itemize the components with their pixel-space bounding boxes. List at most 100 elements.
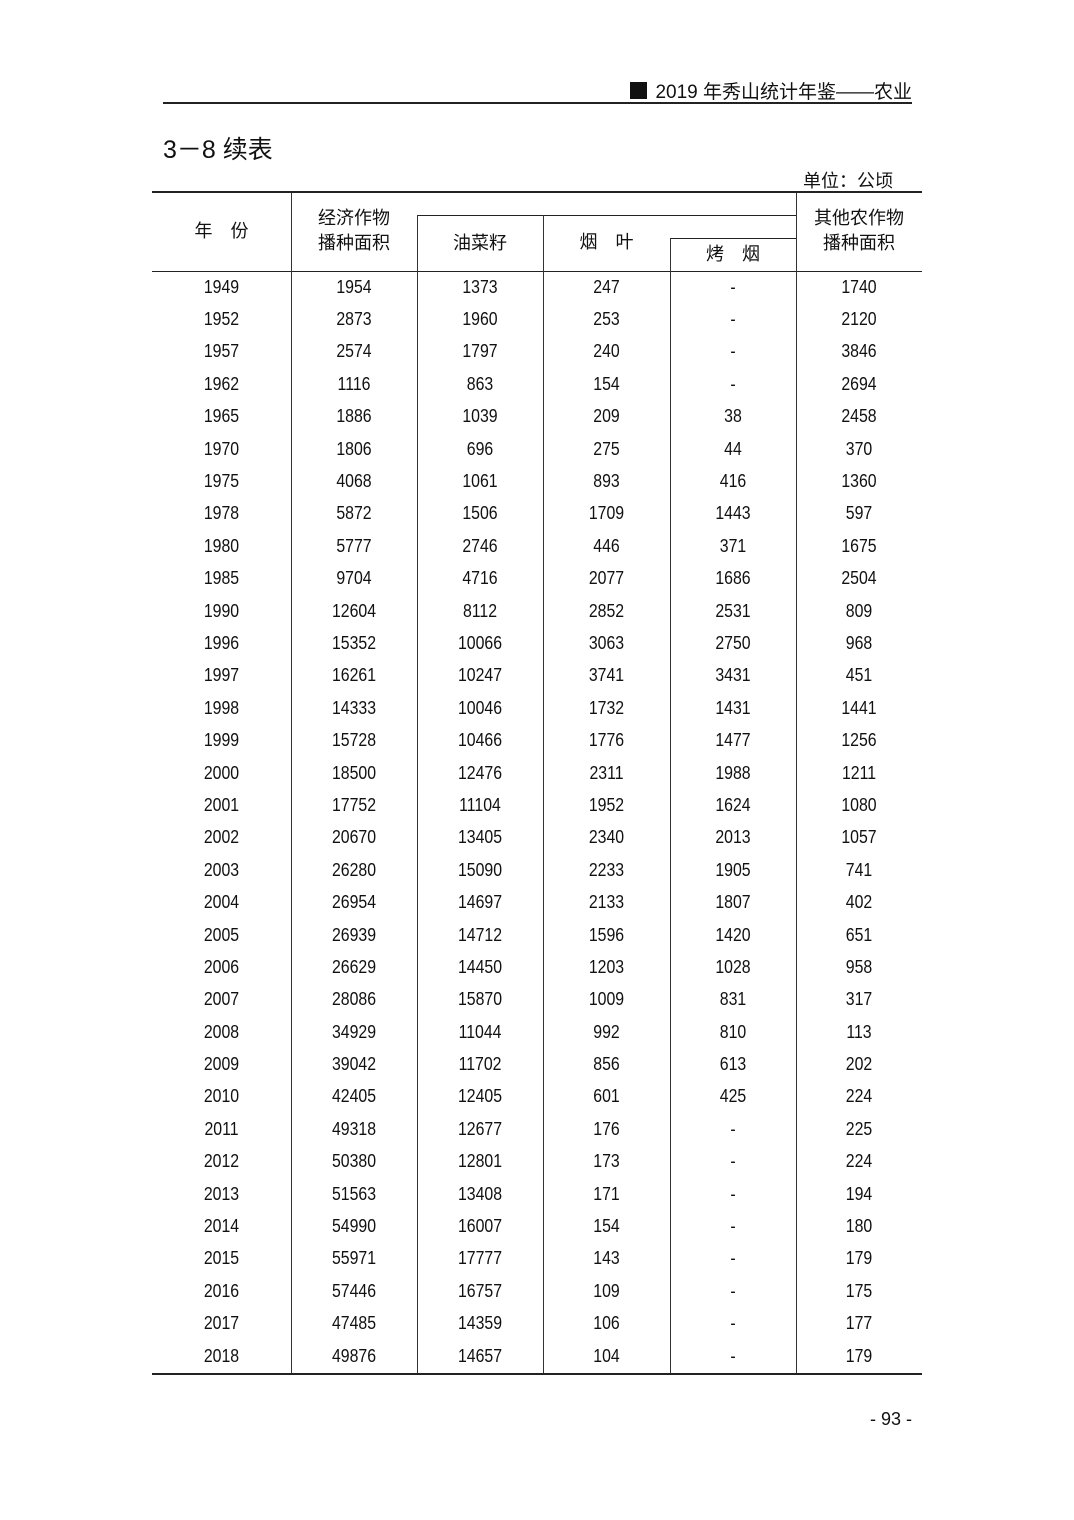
table-row: 2000 18500 12476 2311 1988 1211 <box>152 757 922 789</box>
cell-tobacco: 154 <box>593 1216 620 1237</box>
cell-year: 1978 <box>203 503 240 524</box>
cell-flue-cured: 1028 <box>715 956 751 977</box>
unit-label: 单位：公顷 <box>803 171 893 191</box>
cell-tobacco: 143 <box>593 1248 620 1269</box>
table-row: 2013 51563 13408 171 - 194 <box>152 1178 922 1210</box>
cell-cash-crops: 9704 <box>336 568 372 589</box>
column-header-year: 年 份 <box>194 221 249 241</box>
cell-flue-cured: 1686 <box>715 568 751 589</box>
cell-rapeseed: 14697 <box>457 892 503 913</box>
cell-rapeseed: 15090 <box>457 859 503 880</box>
cell-cash-crops: 15728 <box>331 730 377 751</box>
cell-tobacco: 247 <box>593 276 620 297</box>
table-row: 1997 16261 10247 3741 3431 451 <box>152 660 922 692</box>
cell-cash-crops: 1806 <box>336 438 372 459</box>
cell-flue-cured: 613 <box>719 1054 747 1075</box>
cell-year: 1952 <box>203 309 240 330</box>
cell-other-crops: 194 <box>845 1183 873 1204</box>
cell-flue-cured: - <box>730 1345 736 1366</box>
cell-year: 1998 <box>203 697 240 718</box>
cell-year: 2003 <box>203 859 240 880</box>
cell-other-crops: 402 <box>845 892 873 913</box>
cell-tobacco: 240 <box>593 341 620 362</box>
cell-tobacco: 109 <box>593 1280 620 1301</box>
cell-year: 1965 <box>203 406 240 427</box>
table-body: 1949 1954 1373 247 - 1740 1952 2873 1960 253 - 2120… <box>152 271 922 1372</box>
cell-other-crops: 224 <box>845 1086 873 1107</box>
cell-rapeseed: 10046 <box>457 697 503 718</box>
cell-rapeseed: 14657 <box>457 1345 503 1366</box>
cell-year: 2010 <box>203 1086 240 1107</box>
cell-tobacco: 1732 <box>588 697 625 718</box>
cell-tobacco: 3063 <box>588 632 625 653</box>
table-row: 1952 2873 1960 253 - 2120 <box>152 303 922 335</box>
cell-flue-cured: - <box>730 373 736 394</box>
cell-cash-crops: 1116 <box>337 373 371 394</box>
cell-other-crops: 179 <box>845 1345 873 1366</box>
table-top-rule <box>152 191 922 193</box>
cell-year: 1970 <box>203 438 240 459</box>
cell-other-crops: 3846 <box>841 341 877 362</box>
cell-other-crops: 317 <box>845 989 873 1010</box>
table-row: 2015 55971 17777 143 - 179 <box>152 1243 922 1275</box>
cell-tobacco: 154 <box>593 373 620 394</box>
cell-cash-crops: 47485 <box>331 1313 377 1334</box>
cell-rapeseed: 10247 <box>457 665 503 686</box>
cell-cash-crops: 49318 <box>331 1118 377 1139</box>
cell-rapeseed: 863 <box>466 373 494 394</box>
cell-rapeseed: 2746 <box>462 535 498 556</box>
cell-flue-cured: 1420 <box>715 924 751 945</box>
cell-year: 1975 <box>203 471 240 492</box>
cell-flue-cured: 1905 <box>715 859 751 880</box>
cell-tobacco: 856 <box>593 1054 620 1075</box>
table-row: 2001 17752 11104 1952 1624 1080 <box>152 789 922 821</box>
cell-year: 2017 <box>203 1313 240 1334</box>
cell-other-crops: 651 <box>845 924 873 945</box>
cell-rapeseed: 11104 <box>459 794 501 815</box>
cell-other-crops: 741 <box>845 859 873 880</box>
cell-other-crops: 175 <box>845 1280 873 1301</box>
header-rule <box>163 102 912 104</box>
table-row: 2005 26939 14712 1596 1420 651 <box>152 919 922 951</box>
cell-tobacco: 446 <box>593 535 620 556</box>
cell-tobacco: 253 <box>593 309 620 330</box>
cell-tobacco: 2852 <box>588 600 625 621</box>
cell-rapeseed: 696 <box>466 438 494 459</box>
cell-cash-crops: 15352 <box>331 632 377 653</box>
cell-rapeseed: 12801 <box>457 1151 503 1172</box>
table-row: 1957 2574 1797 240 - 3846 <box>152 336 922 368</box>
cell-other-crops: 225 <box>845 1118 873 1139</box>
cell-year: 1996 <box>203 632 240 653</box>
cell-cash-crops: 18500 <box>331 762 377 783</box>
table-row: 2004 26954 14697 2133 1807 402 <box>152 886 922 918</box>
column-header-line: 其他农作物 <box>814 208 904 228</box>
cell-year: 2013 <box>203 1183 240 1204</box>
column-header-cash-crops: 经济作物 播种面积 <box>291 206 417 256</box>
cell-other-crops: 1675 <box>841 535 877 556</box>
cell-rapeseed: 17777 <box>457 1248 503 1269</box>
cell-other-crops: 1740 <box>841 276 877 297</box>
cell-year: 2014 <box>203 1216 240 1237</box>
table-row: 1980 5777 2746 446 371 1675 <box>152 530 922 562</box>
cell-rapeseed: 10466 <box>457 730 503 751</box>
cell-flue-cured: 1477 <box>715 730 751 751</box>
cell-tobacco: 2077 <box>588 568 625 589</box>
cell-year: 2000 <box>203 762 240 783</box>
cell-cash-crops: 14333 <box>331 697 377 718</box>
column-divider <box>543 215 544 1373</box>
cell-rapeseed: 12677 <box>457 1118 503 1139</box>
column-divider <box>417 215 418 1373</box>
cell-cash-crops: 34929 <box>331 1021 377 1042</box>
cell-year: 2016 <box>203 1280 240 1301</box>
cell-other-crops: 1057 <box>841 827 877 848</box>
cell-tobacco: 1776 <box>588 730 625 751</box>
cell-rapeseed: 13405 <box>457 827 503 848</box>
cell-other-crops: 1441 <box>841 697 877 718</box>
cell-tobacco: 104 <box>593 1345 620 1366</box>
cell-other-crops: 180 <box>845 1216 873 1237</box>
column-header-other-crops: 其他农作物 播种面积 <box>796 206 922 256</box>
cell-cash-crops: 4068 <box>336 471 372 492</box>
cell-tobacco: 209 <box>593 406 620 427</box>
cell-flue-cured: 1431 <box>715 697 751 718</box>
cell-flue-cured: 1988 <box>715 762 751 783</box>
